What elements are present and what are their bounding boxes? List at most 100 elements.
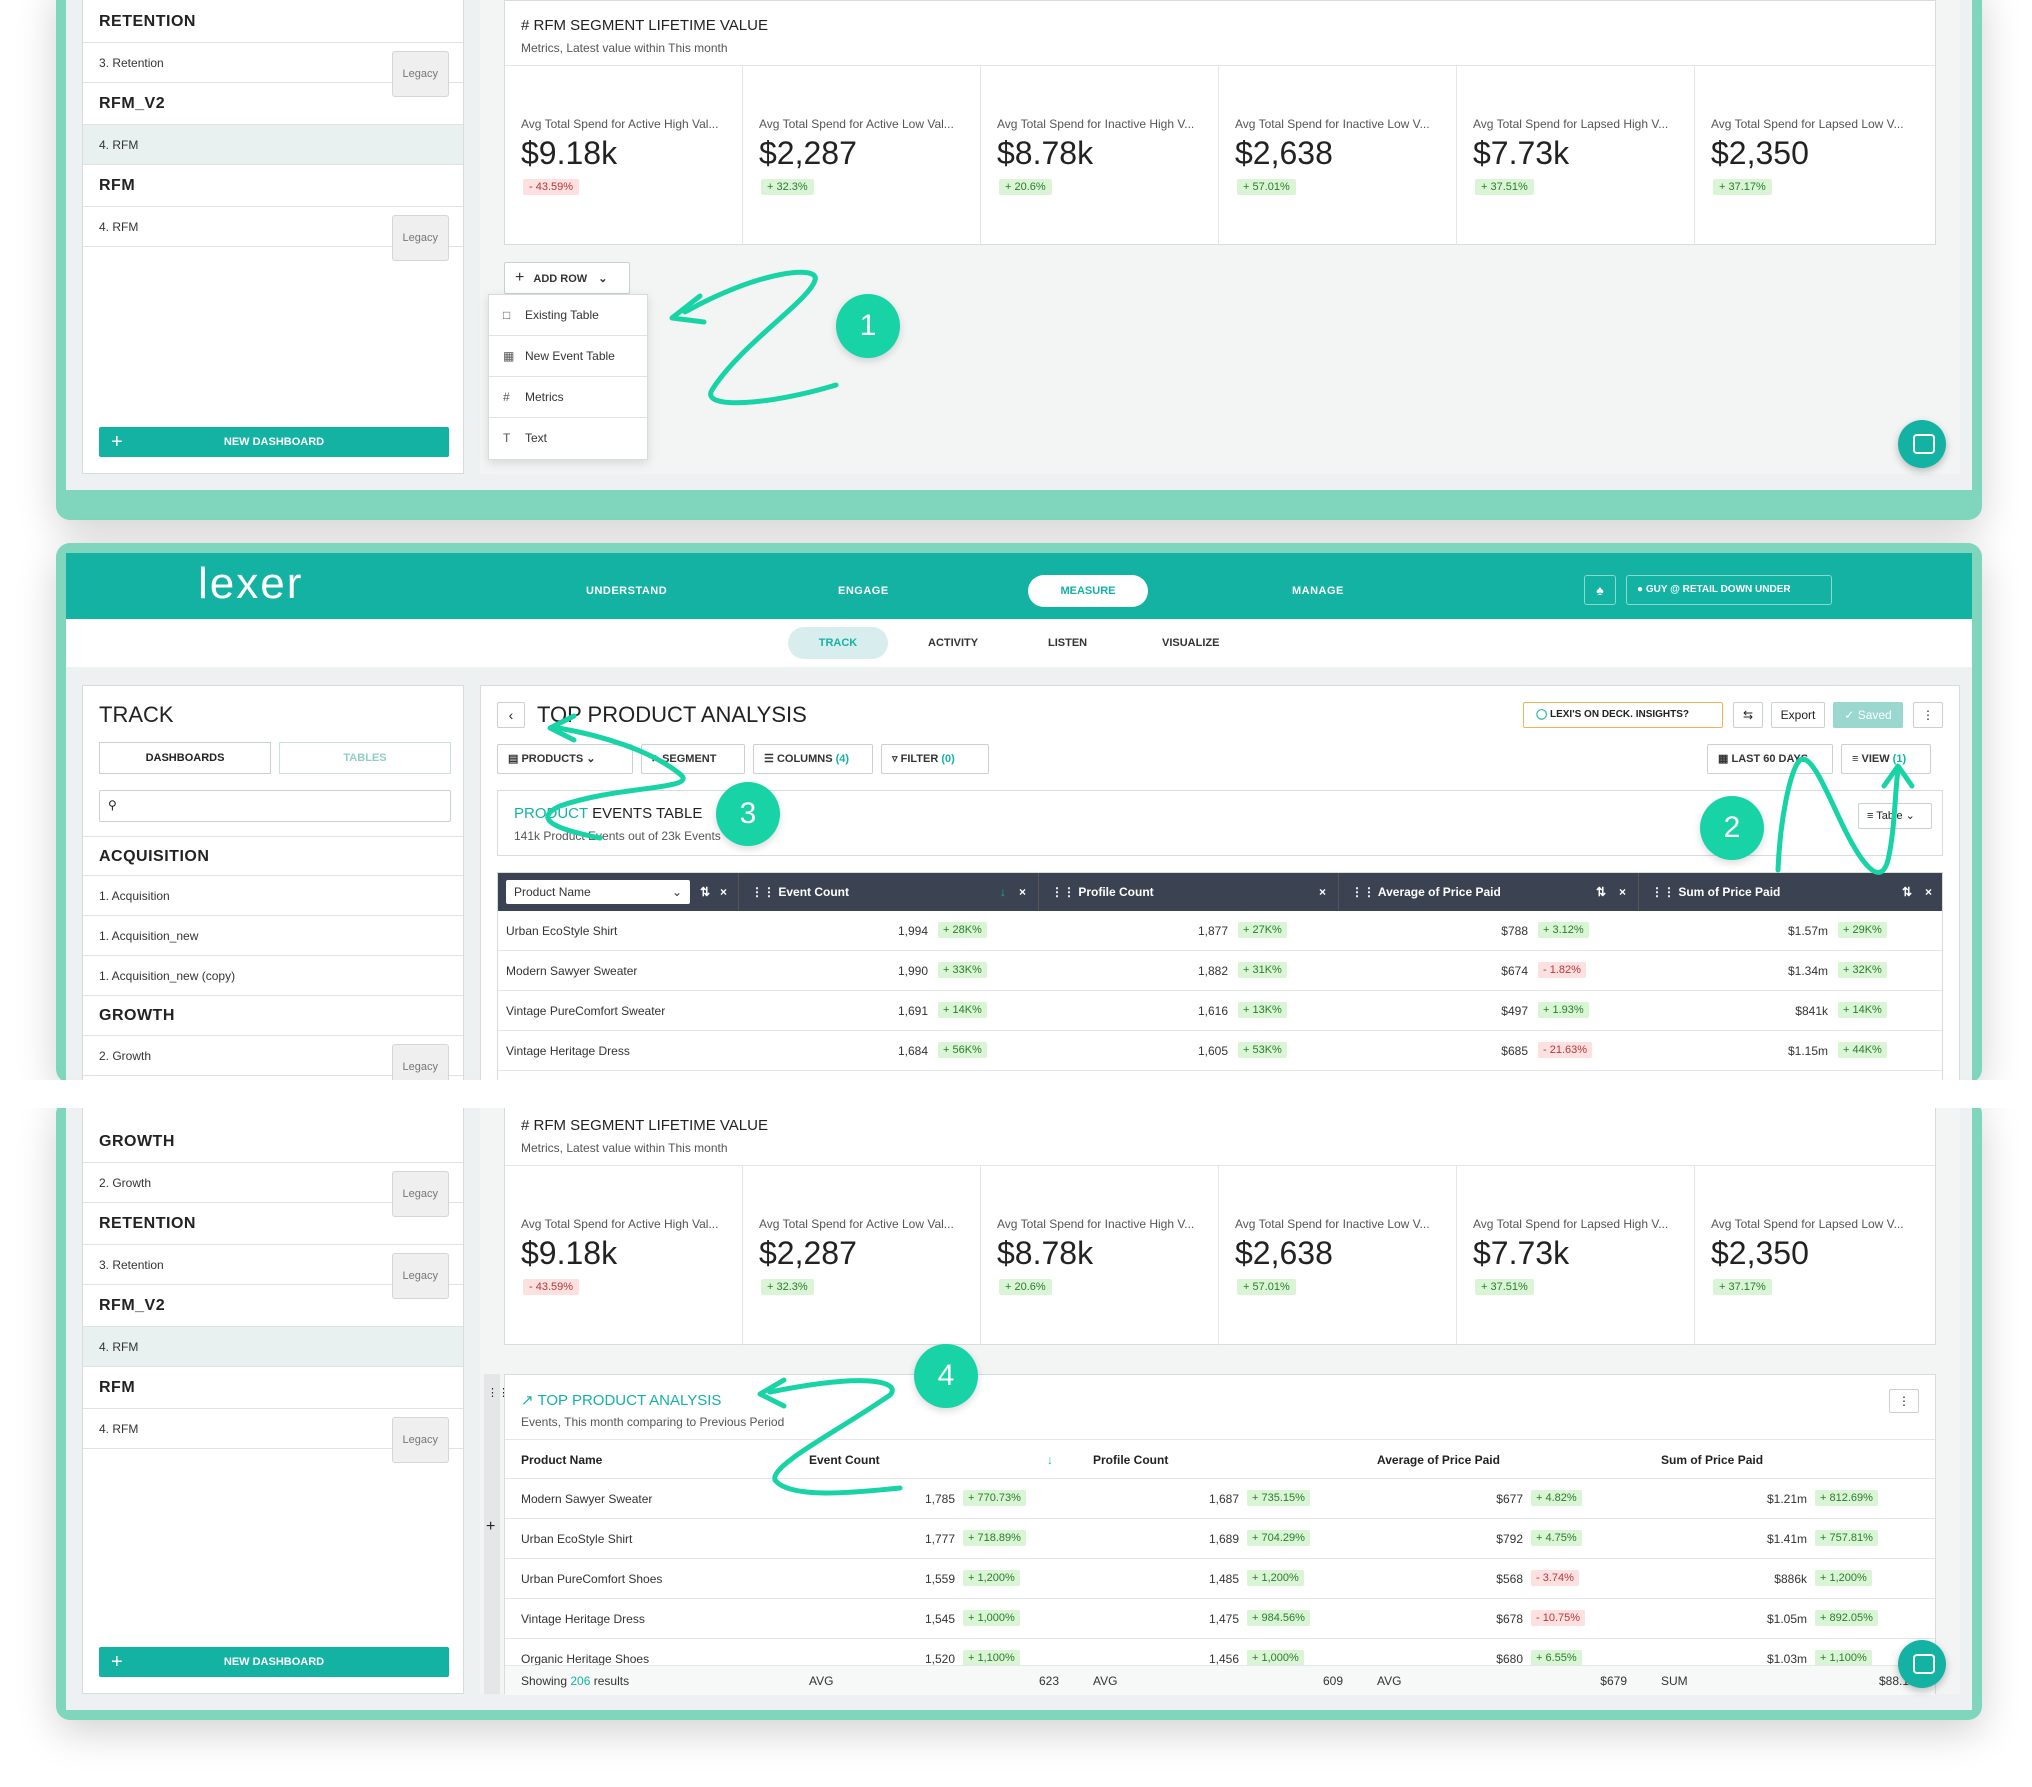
change-badge: + 29K% bbox=[1838, 922, 1887, 938]
subnav-listen[interactable]: LISTEN bbox=[1048, 637, 1088, 649]
sidebar-item[interactable]: 1. Acquisition_new bbox=[83, 916, 463, 956]
add-row-button[interactable]: + ADD ROW ⌄ bbox=[504, 262, 630, 294]
search-input[interactable]: ⚲ bbox=[99, 790, 451, 822]
column-header-event-count[interactable]: ⋮⋮ Event Count ↓ × bbox=[738, 873, 1038, 911]
sort-down-icon[interactable]: ↓ bbox=[1000, 885, 1006, 899]
more-options-icon[interactable]: ⋮ bbox=[1913, 702, 1943, 728]
columns-button[interactable]: ☰ COLUMNS (4) bbox=[753, 744, 873, 774]
sort-icon[interactable]: ⇅ bbox=[1901, 885, 1912, 899]
table-row[interactable]: Urban EcoStyle Shirt 1,777 + 718.89% 1,689 +… bbox=[505, 1519, 1935, 1559]
products-button[interactable]: ▤ PRODUCTS ⌄ bbox=[497, 744, 633, 774]
product-name-select[interactable]: Product Name ⌄ bbox=[506, 880, 690, 904]
close-icon[interactable]: × bbox=[720, 885, 728, 899]
chat-icon[interactable] bbox=[1898, 1640, 1946, 1688]
drag-handle-icon[interactable]: ⋮⋮ bbox=[751, 885, 775, 899]
sort-icon[interactable]: ⇅ bbox=[700, 885, 711, 899]
column-header-sum-price[interactable]: Sum of Price Paid bbox=[1661, 1453, 1764, 1467]
add-row-plus-icon[interactable]: + bbox=[486, 1518, 496, 1535]
metric-change: - 43.59% bbox=[523, 179, 580, 195]
chat-icon[interactable] bbox=[1898, 420, 1946, 468]
saved-button[interactable]: ✓ Saved bbox=[1833, 702, 1903, 728]
drag-handle-icon[interactable]: ⋮⋮ bbox=[487, 1387, 509, 1399]
column-header-average-price[interactable]: ⋮⋮ Average of Price Paid ⇅ × bbox=[1338, 873, 1638, 911]
table-subtitle: 141k Product Events out of 23k Events bbox=[514, 829, 721, 843]
external-link-icon[interactable]: ↗ bbox=[521, 1392, 534, 1409]
column-header-profile-count[interactable]: Profile Count bbox=[1093, 1453, 1169, 1467]
swap-icon[interactable]: ⇆ bbox=[1733, 702, 1763, 728]
close-icon[interactable]: × bbox=[1924, 885, 1932, 899]
new-dashboard-button[interactable]: + NEW DASHBOARD bbox=[99, 427, 449, 457]
table-row[interactable]: Vintage PureComfort Sweater 1,691 + 14K% 1,… bbox=[498, 991, 1942, 1031]
avatar: ● bbox=[1637, 584, 1644, 595]
sidebar-item[interactable]: 2. Growth Legacy bbox=[83, 1036, 463, 1083]
nav-measure-label: MEASURE bbox=[1060, 585, 1116, 597]
tab-dashboards[interactable]: DASHBOARDS bbox=[99, 742, 271, 774]
sidebar-item[interactable]: 4. RFM bbox=[83, 125, 463, 165]
check-icon: ✓ bbox=[1844, 708, 1855, 722]
sort-icon[interactable]: ⇅ bbox=[1595, 885, 1606, 899]
change-badge: + 1,100% bbox=[1815, 1650, 1872, 1666]
menu-item-metrics[interactable]: # Metrics bbox=[489, 377, 647, 418]
menu-item-text[interactable]: T Text bbox=[489, 418, 647, 459]
export-button[interactable]: Export bbox=[1771, 702, 1825, 728]
column-header-sum-price[interactable]: ⋮⋮ Sum of Price Paid ⇅ × bbox=[1638, 873, 1942, 911]
close-icon[interactable]: × bbox=[1318, 885, 1326, 899]
main-area: # RFM SEGMENT LIFETIME VALUE Metrics, La… bbox=[480, 0, 1960, 474]
close-icon[interactable]: × bbox=[1018, 885, 1026, 899]
column-header-profile-count[interactable]: ⋮⋮ Profile Count × bbox=[1038, 873, 1338, 911]
sidebar: GROWTH 2. Growth Legacy RETENTION 3. Rete… bbox=[82, 1100, 464, 1694]
table-row[interactable]: Modern Sawyer Sweater 1,785 + 770.73% 1,687… bbox=[505, 1479, 1935, 1519]
subnav-track[interactable]: TRACK bbox=[788, 627, 888, 659]
sort-down-icon[interactable]: ↓ bbox=[1047, 1453, 1053, 1467]
view-button[interactable]: ≡ VIEW (1) bbox=[1841, 744, 1931, 774]
column-header-average-price[interactable]: Average of Price Paid bbox=[1377, 1453, 1500, 1467]
sidebar-item[interactable]: 1. Acquisition bbox=[83, 876, 463, 916]
nav-manage[interactable]: MANAGE bbox=[1292, 585, 1344, 597]
value-cell: 1,475 bbox=[1208, 1612, 1239, 1626]
tab-label: TABLES bbox=[343, 752, 387, 764]
sidebar-item[interactable]: 4. RFM Legacy bbox=[83, 1409, 463, 1463]
more-options-icon[interactable]: ⋮ bbox=[1889, 1389, 1919, 1413]
filter-button[interactable]: ▿ FILTER (0) bbox=[881, 744, 989, 774]
sidebar-item[interactable]: 3. Retention Legacy bbox=[83, 1245, 463, 1299]
tab-tables[interactable]: TABLES bbox=[279, 742, 451, 774]
column-header-product-name[interactable]: Product Name bbox=[521, 1453, 603, 1467]
drag-handle-icon[interactable]: ⋮⋮ bbox=[1651, 885, 1675, 899]
table-row[interactable]: Modern Sawyer Sweater 1,990 + 33K% 1,882 + 3… bbox=[498, 951, 1942, 991]
metric-label: Avg Total Spend for Active Low Val... bbox=[759, 117, 954, 131]
row-drag-rail[interactable]: ⋮⋮ + bbox=[484, 1374, 509, 1694]
table-row[interactable]: Vintage Heritage Dress 1,684 + 56K% 1,605 + … bbox=[498, 1031, 1942, 1071]
drag-handle-icon[interactable]: ⋮⋮ bbox=[1051, 885, 1075, 899]
view-type-select[interactable]: ≡ Table ⌄ bbox=[1858, 803, 1932, 829]
nav-measure[interactable]: MEASURE bbox=[1028, 575, 1148, 607]
segment-button[interactable]: ∴ SEGMENT bbox=[641, 744, 745, 774]
user-menu[interactable]: ● GUY @ RETAIL DOWN UNDER bbox=[1626, 575, 1832, 605]
plus-icon: + bbox=[111, 431, 123, 453]
nav-understand[interactable]: UNDERSTAND bbox=[586, 585, 668, 597]
sidebar-item[interactable]: 4. RFM bbox=[83, 1327, 463, 1367]
column-header-event-count[interactable]: Event Count bbox=[809, 1453, 880, 1467]
close-icon[interactable]: × bbox=[1618, 885, 1626, 899]
sidebar-item[interactable]: 3. Retention Legacy bbox=[83, 43, 463, 97]
table-row[interactable]: Vintage Heritage Dress 1,545 + 1,000% 1,475… bbox=[505, 1599, 1935, 1639]
menu-item-new-event-table[interactable]: ▦ New Event Table bbox=[489, 336, 647, 377]
sidebar-item[interactable]: 1. Acquisition_new (copy) bbox=[83, 956, 463, 996]
nav-engage[interactable]: ENGAGE bbox=[838, 585, 889, 597]
date-range-button[interactable]: ▦ LAST 60 DAYS bbox=[1707, 744, 1833, 774]
menu-item-existing-table[interactable]: □ Existing Table bbox=[489, 295, 647, 336]
table-title: ↗ TOP PRODUCT ANALYSIS bbox=[521, 1391, 721, 1409]
sidebar-heading: RETENTION bbox=[83, 1203, 463, 1245]
new-dashboard-button[interactable]: + NEW DASHBOARD bbox=[99, 1647, 449, 1677]
table-row[interactable]: Urban EcoStyle Shirt 1,994 + 28K% 1,877 + 27… bbox=[498, 911, 1942, 951]
sidebar-item[interactable]: 2. Growth Legacy bbox=[83, 1163, 463, 1217]
subnav-activity[interactable]: ACTIVITY bbox=[928, 637, 979, 649]
change-badge: + 718.89% bbox=[963, 1530, 1026, 1546]
table-row[interactable]: Urban PureComfort Shoes 1,559 + 1,200% 1,48… bbox=[505, 1559, 1935, 1599]
subnav-visualize[interactable]: VISUALIZE bbox=[1162, 637, 1220, 649]
back-button[interactable]: ‹ bbox=[497, 702, 525, 728]
sidebar-item[interactable]: 4. RFM Legacy bbox=[83, 207, 463, 261]
column-header-product-name[interactable]: Product Name ⌄ ⇅ × bbox=[498, 873, 738, 911]
bell-icon[interactable]: ♠ bbox=[1584, 575, 1616, 605]
drag-handle-icon[interactable]: ⋮⋮ bbox=[1351, 885, 1375, 899]
insights-button[interactable]: ◯ LEXI'S ON DECK. INSIGHTS? bbox=[1523, 702, 1723, 728]
